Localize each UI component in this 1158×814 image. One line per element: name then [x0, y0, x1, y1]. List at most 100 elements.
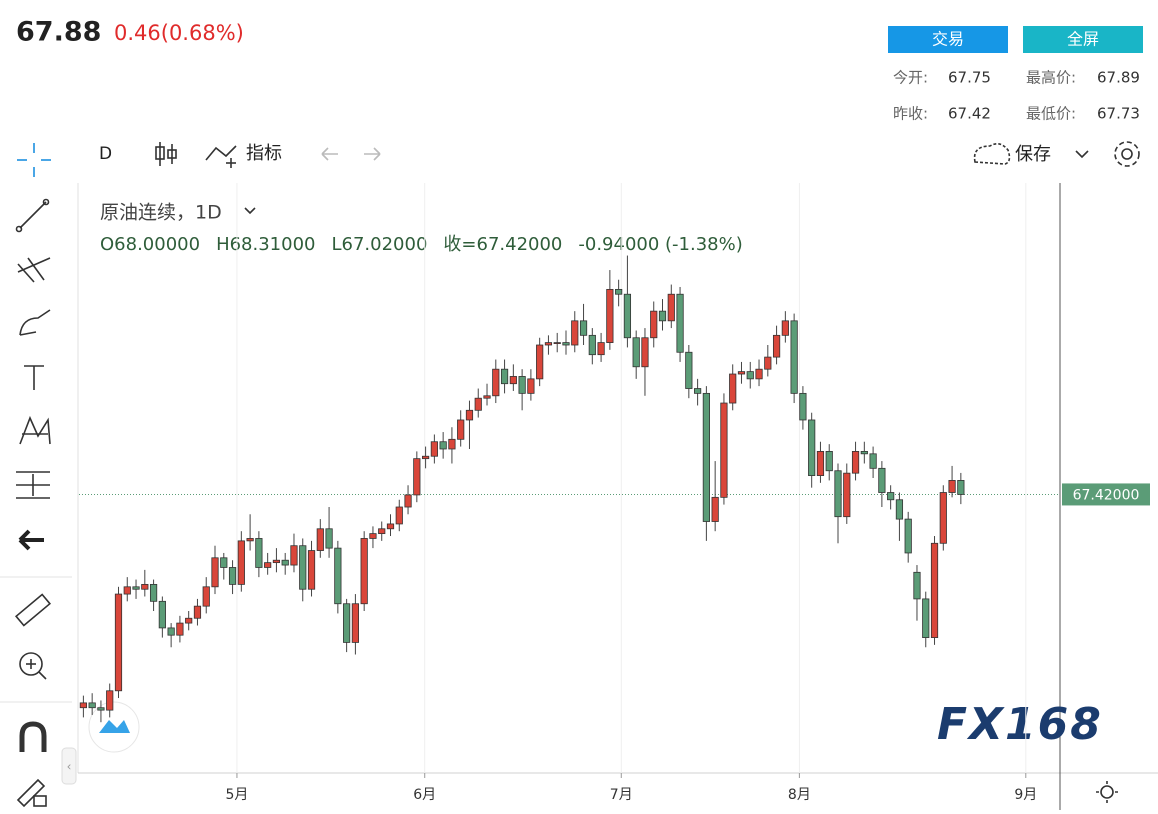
candle-body	[316, 528, 324, 551]
candle-body	[957, 480, 965, 495]
text-tool[interactable]	[24, 365, 44, 390]
candle-body	[483, 395, 491, 399]
fullscreen-label[interactable]: 全屏	[1067, 30, 1099, 49]
x-tick-label: 6月	[413, 787, 436, 803]
candle-body	[176, 622, 184, 636]
price-label: 67.42000	[1073, 487, 1140, 503]
candle-body	[851, 451, 860, 474]
stat-value: 67.42	[948, 105, 991, 123]
candle-body	[343, 603, 351, 643]
x-tick-label: 9月	[1014, 787, 1037, 803]
candle-body	[939, 492, 947, 544]
legend-value: L67.02000	[331, 234, 427, 255]
candle-body	[825, 451, 833, 472]
candle-body	[281, 559, 289, 566]
measure-lines-tool[interactable]	[16, 471, 50, 499]
candle-body	[500, 368, 509, 385]
candle-body	[334, 547, 342, 605]
cloud-icon[interactable]	[973, 142, 1011, 165]
interval-button[interactable]: D	[99, 144, 112, 164]
candle-body	[720, 402, 728, 498]
candle-body	[948, 480, 956, 493]
candle-body	[404, 494, 412, 508]
candle-body	[123, 586, 131, 595]
candle-body	[185, 617, 193, 624]
indicator-icon[interactable]	[205, 145, 237, 168]
candle-body	[141, 583, 149, 590]
price-label-box	[1062, 483, 1150, 506]
indicators-button[interactable]: 指标	[246, 143, 282, 164]
candle-body	[351, 603, 359, 643]
settings-icon[interactable]	[1114, 141, 1140, 167]
candle-body	[781, 320, 789, 336]
lock-tool[interactable]	[16, 778, 47, 808]
candle-body	[737, 371, 746, 375]
save-menu-icon[interactable]	[1075, 150, 1089, 159]
undo-icon[interactable]	[321, 147, 338, 161]
fib-tool[interactable]	[17, 257, 51, 283]
fullscreen-button[interactable]	[1023, 26, 1143, 53]
crosshair-tool[interactable]	[17, 143, 51, 177]
pattern-tool[interactable]	[19, 415, 51, 445]
line-tool[interactable]	[15, 198, 50, 233]
stat-label: 最高价:	[1026, 69, 1076, 87]
x-tick-label: 5月	[225, 787, 248, 803]
candle-body	[623, 293, 632, 339]
axis-settings-icon[interactable]	[1096, 781, 1118, 803]
candle-body	[711, 496, 719, 522]
redo-icon[interactable]	[364, 147, 381, 161]
candle-body	[360, 538, 368, 605]
candle-body	[386, 523, 395, 530]
candle-body	[439, 441, 447, 450]
stat-label: 今开:	[893, 69, 928, 87]
candle-body	[202, 586, 210, 607]
candle-body	[509, 376, 517, 385]
candle-body	[860, 451, 868, 455]
candle-body	[132, 586, 140, 590]
candle-body	[632, 337, 640, 368]
chart-type-icon[interactable]	[155, 142, 177, 166]
brush-tool[interactable]	[19, 309, 51, 336]
candle-body	[641, 337, 649, 368]
candle-body	[378, 528, 386, 535]
candle-body	[694, 388, 702, 394]
ruler-tool[interactable]	[14, 593, 52, 627]
logo	[99, 720, 130, 733]
candle-body	[527, 378, 535, 394]
series-title: 原油连续，1D	[100, 202, 222, 224]
trade-label[interactable]: 交易	[932, 30, 964, 49]
candle-body	[474, 397, 482, 411]
candle-body	[299, 545, 307, 590]
candle-body	[395, 506, 403, 525]
candle-body	[237, 540, 245, 585]
candle-body	[658, 310, 667, 322]
collapse-arrow[interactable]: ‹	[67, 760, 72, 774]
candle-body	[869, 453, 877, 469]
candle-body	[895, 499, 904, 520]
candle-body	[878, 467, 886, 493]
collapse-toolbar[interactable]	[61, 747, 77, 785]
candle-body	[930, 542, 939, 638]
watermark: FX168	[937, 699, 1103, 750]
candle-body	[729, 373, 737, 404]
candle-body	[843, 472, 851, 518]
magnet-tool[interactable]	[19, 721, 47, 752]
candle-body	[755, 368, 763, 380]
candle-body	[220, 557, 228, 568]
back-tool[interactable]	[18, 529, 44, 551]
candle-body	[808, 419, 816, 476]
candle-body	[290, 545, 298, 566]
candle-body	[492, 368, 500, 397]
candle-body	[272, 559, 281, 564]
candle-body	[536, 344, 544, 380]
stat-value: 67.73	[1097, 105, 1140, 123]
series-menu[interactable]	[244, 207, 256, 215]
trade-button[interactable]	[888, 26, 1008, 53]
zoom-tool[interactable]	[19, 652, 47, 680]
stat-value: 67.75	[948, 69, 991, 87]
candle-body	[562, 342, 570, 346]
save-button[interactable]: 保存	[1015, 144, 1051, 165]
candle-body	[246, 538, 254, 542]
